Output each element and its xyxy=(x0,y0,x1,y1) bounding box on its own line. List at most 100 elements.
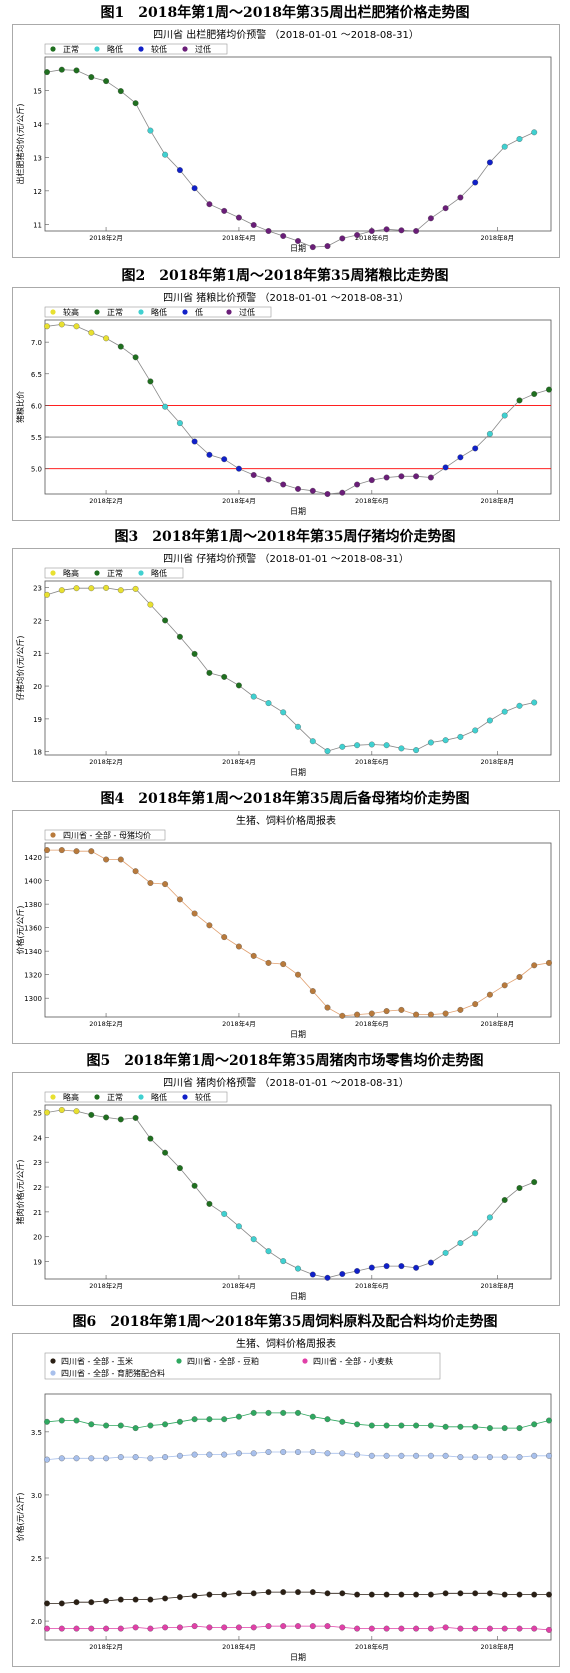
x-tick-label: 2018年2月 xyxy=(89,233,123,242)
y-axis-label: 出栏肥猪均价(元/公斤) xyxy=(15,104,25,185)
series-line xyxy=(46,69,535,248)
data-point xyxy=(309,244,316,251)
data-point xyxy=(117,343,124,350)
data-point xyxy=(103,584,110,591)
x-tick-label: 2018年4月 xyxy=(222,496,256,505)
data-point xyxy=(516,702,523,709)
data-point xyxy=(516,397,523,404)
data-point xyxy=(427,739,434,746)
data-point xyxy=(398,745,405,752)
x-tick-label: 2018年4月 xyxy=(222,233,256,242)
data-point xyxy=(413,1452,420,1459)
data-point xyxy=(88,1455,95,1462)
y-tick-label: 1340 xyxy=(24,948,42,956)
data-point xyxy=(295,1623,301,1630)
x-tick-label: 2018年8月 xyxy=(480,1019,514,1028)
data-point xyxy=(383,226,390,233)
y-tick-label: 22 xyxy=(33,617,42,625)
y-tick-label: 25 xyxy=(33,1109,42,1117)
data-point xyxy=(191,1182,198,1189)
data-point xyxy=(398,1422,405,1429)
data-point xyxy=(295,723,301,730)
y-tick-label: 1420 xyxy=(24,854,42,862)
data-point xyxy=(324,491,331,497)
x-tick-label: 2018年4月 xyxy=(222,1281,256,1290)
data-point xyxy=(383,1452,390,1459)
data-point xyxy=(309,1271,316,1278)
data-point xyxy=(383,474,390,481)
y-tick-label: 23 xyxy=(33,585,42,593)
data-point xyxy=(162,1624,169,1631)
data-point xyxy=(191,1623,198,1630)
data-point xyxy=(398,1452,405,1459)
data-point xyxy=(501,143,508,150)
data-point xyxy=(176,1594,183,1601)
data-point xyxy=(73,1417,80,1424)
x-tick-label: 2018年2月 xyxy=(89,496,123,505)
data-point xyxy=(132,1454,139,1461)
figure-5-title: 图5 2018年第1周～2018年第35周猪肉市场零售均价走势图 xyxy=(86,1053,484,1069)
data-point xyxy=(295,485,301,492)
data-point xyxy=(516,1591,523,1598)
data-point xyxy=(44,1109,50,1116)
data-point xyxy=(117,856,124,863)
data-point xyxy=(442,1590,449,1597)
x-axis-label: 日期 xyxy=(290,1292,306,1301)
data-point xyxy=(221,1416,228,1423)
data-point xyxy=(147,378,154,385)
x-tick-label: 2018年2月 xyxy=(89,1642,123,1651)
y-tick-label: 23 xyxy=(33,1159,42,1167)
data-point xyxy=(413,1011,420,1018)
data-point xyxy=(44,1418,50,1425)
data-point xyxy=(265,700,272,707)
data-point xyxy=(472,1625,479,1632)
y-tick-label: 21 xyxy=(33,650,42,658)
y-tick-label: 19 xyxy=(33,1259,42,1267)
data-point xyxy=(191,650,198,657)
data-point xyxy=(354,1268,361,1274)
data-point xyxy=(280,1623,287,1630)
data-point xyxy=(413,1422,420,1429)
data-point xyxy=(516,1454,523,1461)
data-point xyxy=(250,693,257,700)
data-point xyxy=(531,1625,538,1632)
data-point xyxy=(354,232,361,238)
legend-marker xyxy=(94,46,100,52)
data-point xyxy=(235,943,242,950)
y-tick-label: 22 xyxy=(33,1184,42,1192)
data-point xyxy=(221,1210,228,1217)
data-point xyxy=(162,1149,169,1156)
data-point xyxy=(383,1263,390,1270)
data-point xyxy=(309,1623,316,1630)
data-point xyxy=(339,1450,346,1457)
legend-marker xyxy=(50,46,56,52)
data-point xyxy=(265,476,272,483)
legend-label: 正常 xyxy=(63,45,79,54)
y-axis-label: 价格(元/公斤) xyxy=(15,906,25,955)
chart-title: 生猪、饲料价格周报表 xyxy=(236,1337,336,1350)
data-point xyxy=(442,1452,449,1459)
legend-marker xyxy=(50,1370,56,1376)
legend-label: 低 xyxy=(195,307,203,317)
data-point xyxy=(206,1416,213,1423)
data-point xyxy=(206,669,213,676)
data-point xyxy=(117,88,124,95)
data-point xyxy=(383,1422,390,1429)
data-point xyxy=(250,952,257,959)
data-point xyxy=(235,214,242,221)
data-point xyxy=(531,1179,538,1186)
figure-1-title: 图1 2018年第1周～2018年第35周出栏肥猪价格走势图 xyxy=(100,5,470,21)
data-point xyxy=(368,228,375,234)
data-point xyxy=(295,238,301,244)
data-point xyxy=(73,1455,80,1462)
data-point xyxy=(162,1454,169,1461)
data-point xyxy=(486,1625,493,1632)
data-point xyxy=(147,1422,154,1429)
data-point xyxy=(250,472,257,478)
data-point xyxy=(250,222,257,228)
data-point xyxy=(221,1624,228,1631)
y-tick-label: 6.0 xyxy=(31,402,42,410)
data-point xyxy=(486,430,493,437)
data-point xyxy=(546,386,552,393)
